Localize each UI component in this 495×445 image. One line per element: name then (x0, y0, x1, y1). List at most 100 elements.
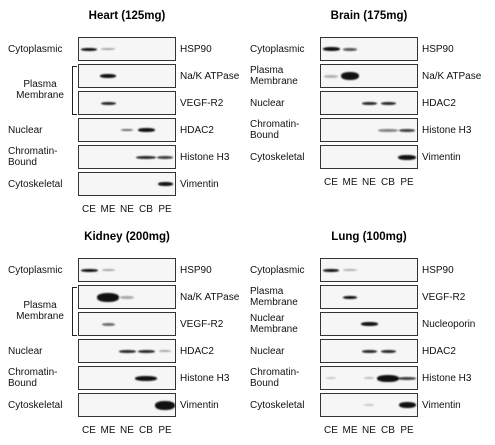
band (80, 268, 98, 272)
fraction-label: Chromatin-Bound (8, 367, 58, 389)
marker-label: Histone H3 (422, 372, 472, 384)
band (380, 349, 396, 353)
marker-label: HDAC2 (180, 124, 214, 136)
panel-title: Kidney (200mg) (84, 231, 170, 243)
lane-label: CB (381, 176, 395, 188)
marker-label: HSP90 (180, 264, 212, 276)
blot-row (320, 64, 418, 88)
lane-label: CB (139, 203, 153, 215)
band (343, 269, 357, 271)
fraction-label: Cytoplasmic (8, 43, 63, 55)
band (380, 101, 396, 105)
fraction-label: Cytoskeletal (8, 178, 63, 190)
bracket (72, 66, 77, 115)
fraction-label: Nuclear (8, 124, 43, 136)
lane-label: NE (120, 424, 134, 436)
band (137, 128, 155, 132)
lane-label: CE (82, 424, 96, 436)
lane-label: PE (400, 424, 414, 436)
fraction-label: Nuclear (8, 345, 43, 357)
band (157, 182, 173, 186)
marker-label: VEGF-R2 (422, 291, 466, 303)
lane-label: NE (120, 203, 134, 215)
fraction-label: Cytoskeletal (250, 399, 305, 411)
marker-label: VEGF-R2 (180, 318, 224, 330)
marker-label: Histone H3 (180, 372, 230, 384)
fraction-label: Cytoplasmic (250, 43, 305, 55)
lane-label: NE (362, 176, 376, 188)
band (364, 404, 374, 406)
band (377, 374, 399, 382)
marker-label: Vimentin (180, 178, 219, 190)
band (100, 101, 116, 105)
fraction-label: Chromatin-Bound (250, 119, 300, 141)
marker-label: Histone H3 (180, 151, 230, 163)
fraction-label: Nuclear (250, 345, 285, 357)
lane-label: NE (362, 424, 376, 436)
marker-label: HSP90 (180, 43, 212, 55)
band (137, 349, 155, 353)
band (100, 74, 116, 78)
lane-label: PE (400, 176, 414, 188)
band (341, 72, 359, 80)
blot-row (320, 285, 418, 309)
band (157, 155, 173, 159)
band (361, 101, 377, 105)
marker-label: HDAC2 (180, 345, 214, 357)
marker-label: Na/K ATPase (180, 70, 240, 82)
marker-label: Na/K ATPase (422, 70, 482, 82)
band (97, 292, 119, 302)
band (378, 128, 398, 132)
band (326, 377, 336, 379)
band (159, 350, 171, 352)
marker-label: VEGF-R2 (180, 97, 224, 109)
fraction-label: Cytoplasmic (8, 264, 63, 276)
lane-label: CE (324, 176, 338, 188)
fraction-label: Chromatin-Bound (250, 367, 300, 389)
blot-row (78, 285, 176, 309)
marker-label: Vimentin (422, 151, 461, 163)
panel-title: Heart (125mg) (88, 10, 166, 22)
lane-label: PE (158, 424, 172, 436)
marker-label: HSP90 (422, 43, 454, 55)
fraction-label: Plasma Membrane (16, 78, 64, 101)
fraction-label: Cytoskeletal (250, 151, 305, 163)
marker-label: HSP90 (422, 264, 454, 276)
lane-label: CE (82, 203, 96, 215)
fraction-label: Plasma Membrane (16, 299, 64, 322)
lane-label: CB (139, 424, 153, 436)
lane-label: ME (342, 176, 358, 188)
lane-label: CE (324, 424, 338, 436)
blot-row (320, 312, 418, 336)
bracket (72, 287, 77, 336)
marker-label: Na/K ATPase (180, 291, 240, 303)
fraction-label: Cytoskeletal (8, 399, 63, 411)
band (398, 376, 416, 380)
fraction-label: Chromatin-Bound (8, 146, 58, 168)
marker-label: HDAC2 (422, 97, 456, 109)
band (360, 322, 378, 326)
band (323, 268, 339, 272)
blot-row (78, 366, 176, 390)
lane-label: ME (100, 424, 116, 436)
band (364, 377, 374, 379)
band (101, 322, 115, 326)
marker-label: Vimentin (422, 399, 461, 411)
band (398, 154, 416, 160)
band (101, 269, 115, 271)
band (398, 402, 416, 408)
band (121, 129, 133, 131)
marker-label: Vimentin (180, 399, 219, 411)
fraction-label: Plasma Membrane (250, 65, 298, 87)
band (81, 47, 97, 51)
marker-label: HDAC2 (422, 345, 456, 357)
band (120, 295, 134, 299)
lane-label: ME (100, 203, 116, 215)
blot-row (78, 312, 176, 336)
band (118, 349, 136, 353)
marker-label: Histone H3 (422, 124, 472, 136)
panel-title: Brain (175mg) (330, 10, 408, 22)
band (322, 47, 340, 51)
blot-row (78, 64, 176, 88)
